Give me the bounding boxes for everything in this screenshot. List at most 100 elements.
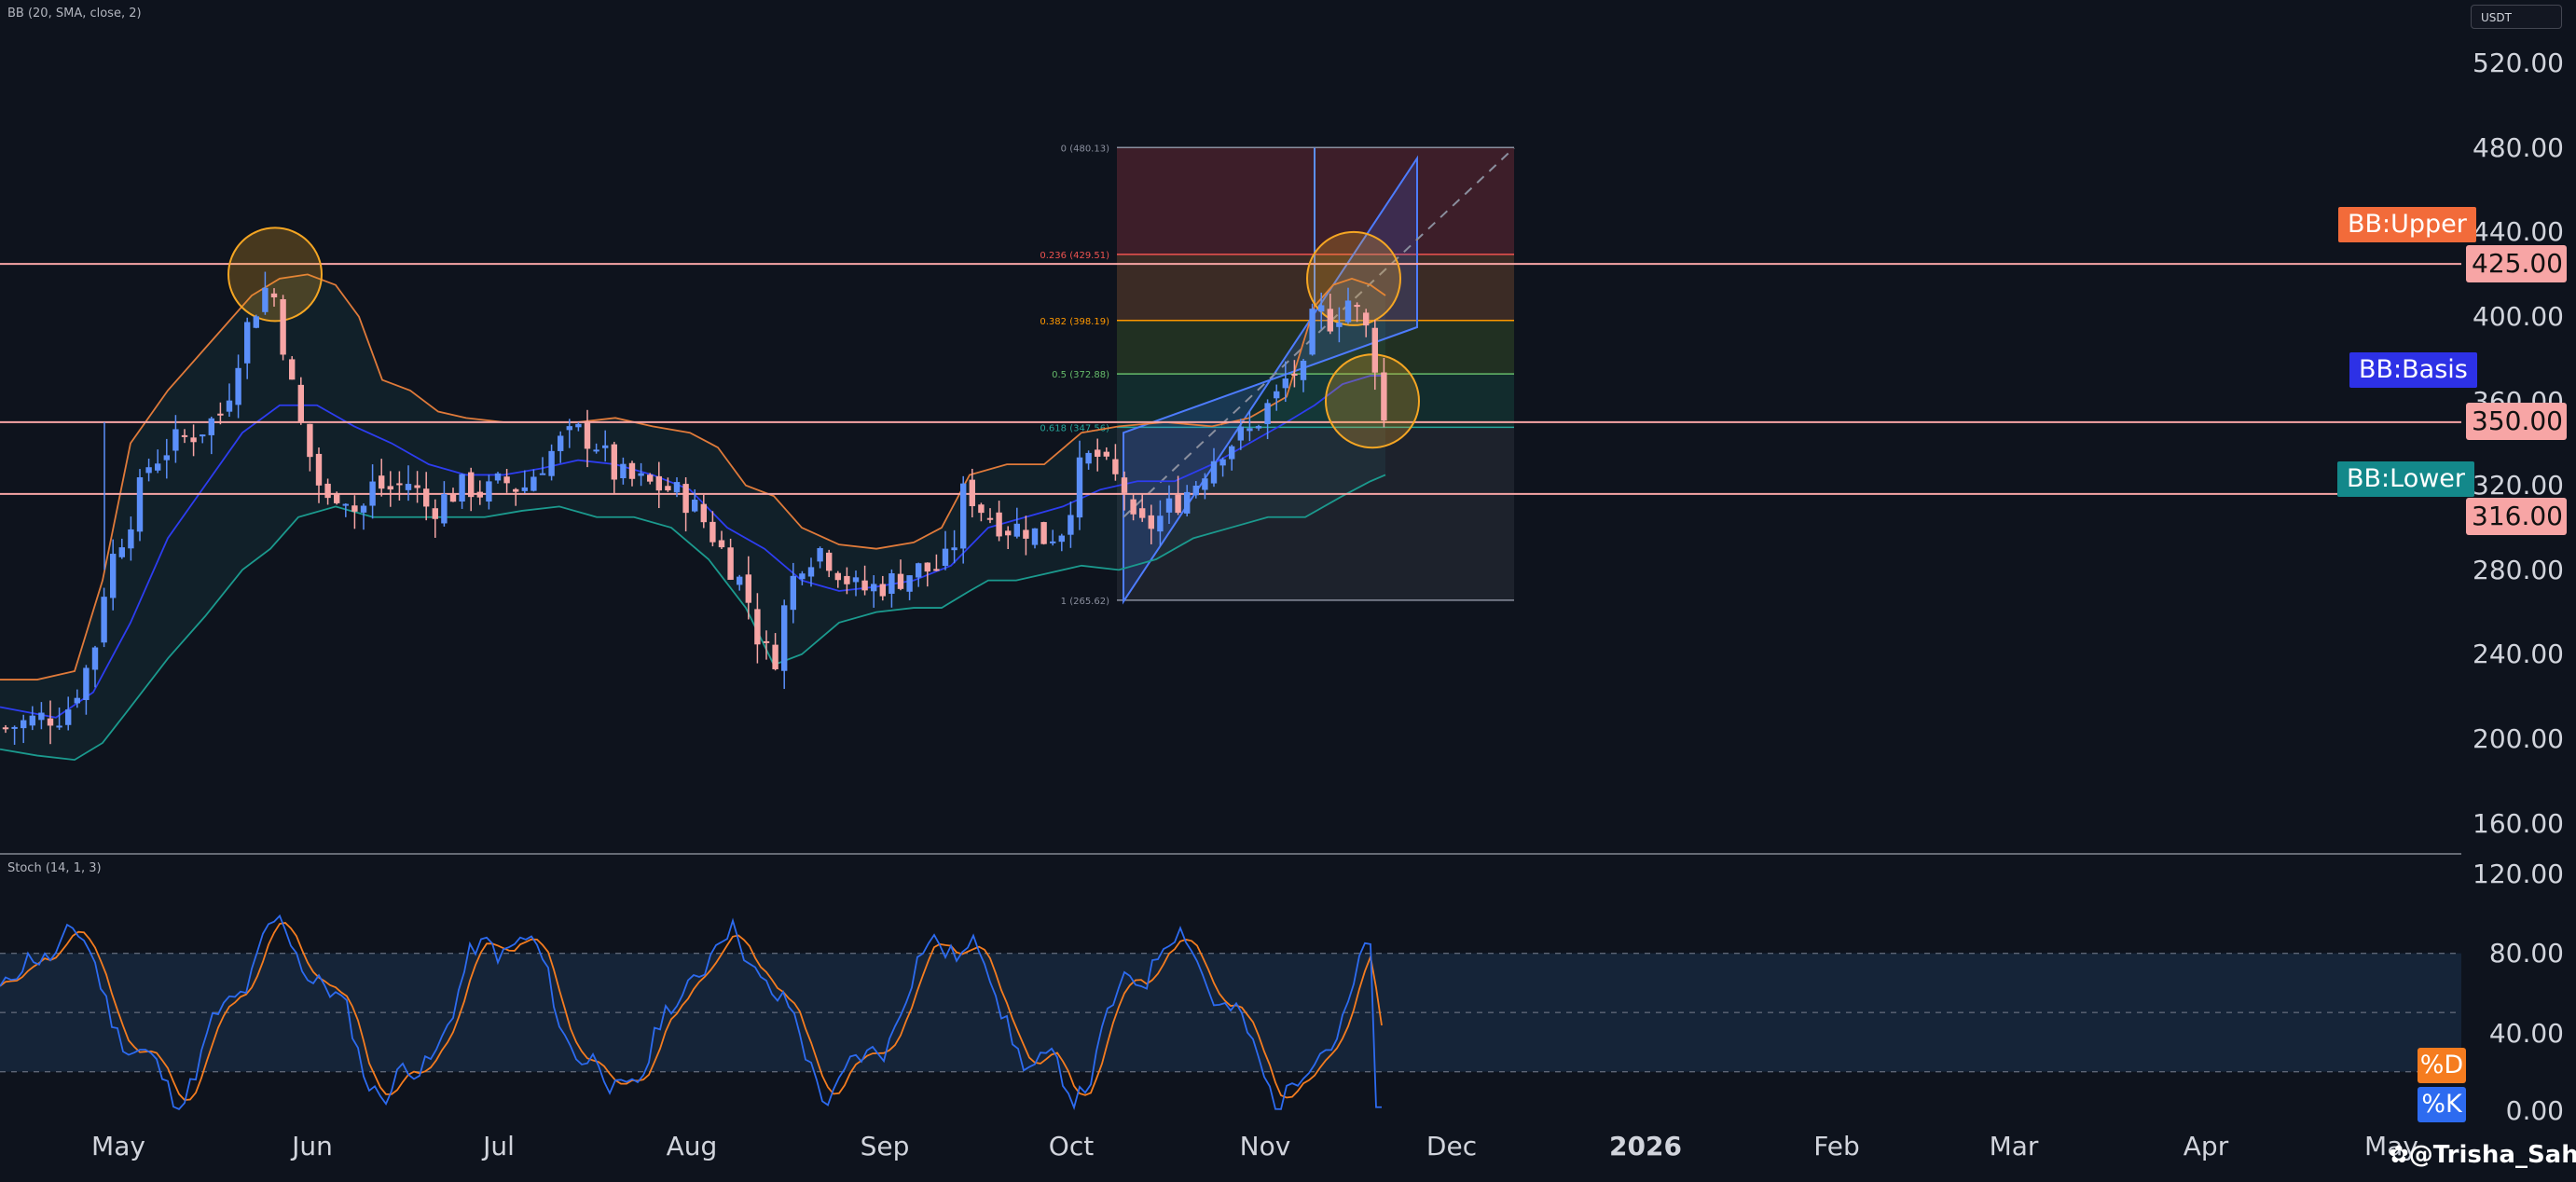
candle-body [951,547,957,551]
candle-body [727,547,734,580]
candle-body [530,476,537,491]
candle-body [673,482,681,493]
candle-body [1371,327,1378,373]
candle-body [924,562,930,572]
fib-level-label: 0.618 (347.56) [1040,423,1109,433]
candle-body [1095,449,1101,457]
candle-body [772,644,778,669]
candle-body [379,475,385,489]
candle-body [1175,494,1181,514]
candle-body [1023,529,1029,539]
candle-body [503,476,510,484]
candle-body [476,491,483,498]
fib-level-label: 0.236 (429.51) [1040,251,1109,261]
bb-lower-line [0,474,1386,762]
candle-body [682,484,689,514]
candle-body [1157,515,1164,532]
stoch-axis-tick: 40.00 [2488,1018,2564,1049]
candle-body [1148,515,1154,529]
candle-body [799,573,806,580]
candle-body [387,486,393,490]
stoch-d-tag: %D [2418,1048,2466,1083]
candle-body [432,508,438,519]
candle-body [128,529,134,549]
candle-body [745,574,751,603]
time-axis-tick: Sep [860,1131,910,1161]
candle-body [826,552,833,571]
candle-body [986,517,994,520]
candle-body [852,577,860,583]
time-axis-tick: Nov [1239,1131,1291,1161]
time-axis-tick: Jul [483,1131,515,1161]
time-axis-tick: Apr [2183,1131,2229,1161]
candle-body [405,484,412,490]
candle-body [1005,530,1012,536]
candle-body [861,580,868,591]
price-label-middle-line: 350.00 [2466,403,2567,440]
stoch-axis-tick: 80.00 [2488,938,2564,969]
candle-body [969,479,975,507]
candle-body [110,554,117,598]
candle-body [1165,498,1173,513]
candle-body [449,493,457,502]
candle-body [834,572,841,581]
candle-body [1282,378,1288,389]
bb-band-fill [0,274,1385,761]
candle-body [74,697,80,704]
candle-body [2,727,9,730]
candle-body [1363,312,1370,326]
candle-body [1274,391,1280,399]
stoch-indicator-label[interactable]: Stoch (14, 1, 3) [7,861,102,875]
channel-midline [1123,146,1515,518]
stoch-axis-tick: 0.00 [2505,1095,2564,1126]
candle-body [1184,491,1191,514]
stoch-k-tag: %K [2418,1087,2466,1122]
candle-body [414,485,420,488]
bb-indicator-label[interactable]: BB (20, SMA, close, 2) [7,7,142,21]
candle-body [521,487,528,491]
candle-body [1300,360,1307,380]
stoch-k-line [0,914,1382,1110]
candle-body [56,725,62,728]
stoch-pane [0,914,2461,1110]
candle-body [1210,460,1218,484]
candle-body [1327,309,1333,332]
time-axis-tick: May [91,1131,145,1161]
candle-body [1264,403,1271,424]
candle-body [38,712,45,721]
candle-body [996,512,1002,537]
price-axis-tick: 440.00 [2473,216,2564,247]
author-watermark: ✿@Trisha_Saha [2389,1141,2576,1169]
time-axis-tick: Jun [292,1131,333,1161]
bb-basis-line [0,375,1385,719]
fib-level-label: 0.5 (372.88) [1052,370,1109,380]
candle-body [1247,428,1253,432]
candle-body [315,453,323,486]
candle-body [1192,485,1199,496]
candle-body [253,316,259,328]
candle-body [307,423,313,458]
candle-body [468,472,475,498]
candle-body [575,423,582,428]
candle-body [342,503,349,506]
time-axis-tick: Aug [666,1131,718,1161]
candle-body [136,477,144,532]
candle-body [960,483,967,549]
candle-body [360,505,367,513]
candle-body [423,488,430,507]
price-axis-tick: 160.00 [2473,808,2564,839]
price-axis-tick: 480.00 [2473,132,2564,163]
candle-body [226,400,233,412]
candle-body [513,488,519,492]
candle-body [486,481,492,502]
candle-body [558,435,564,451]
currency-selector[interactable]: USDT [2471,5,2562,29]
price-label-lower-line: 316.00 [2466,498,2567,535]
candle-body [978,504,985,514]
candle-body [889,572,895,594]
candle-body [566,426,572,431]
candle-body [1336,323,1343,327]
candle-body [351,505,358,512]
